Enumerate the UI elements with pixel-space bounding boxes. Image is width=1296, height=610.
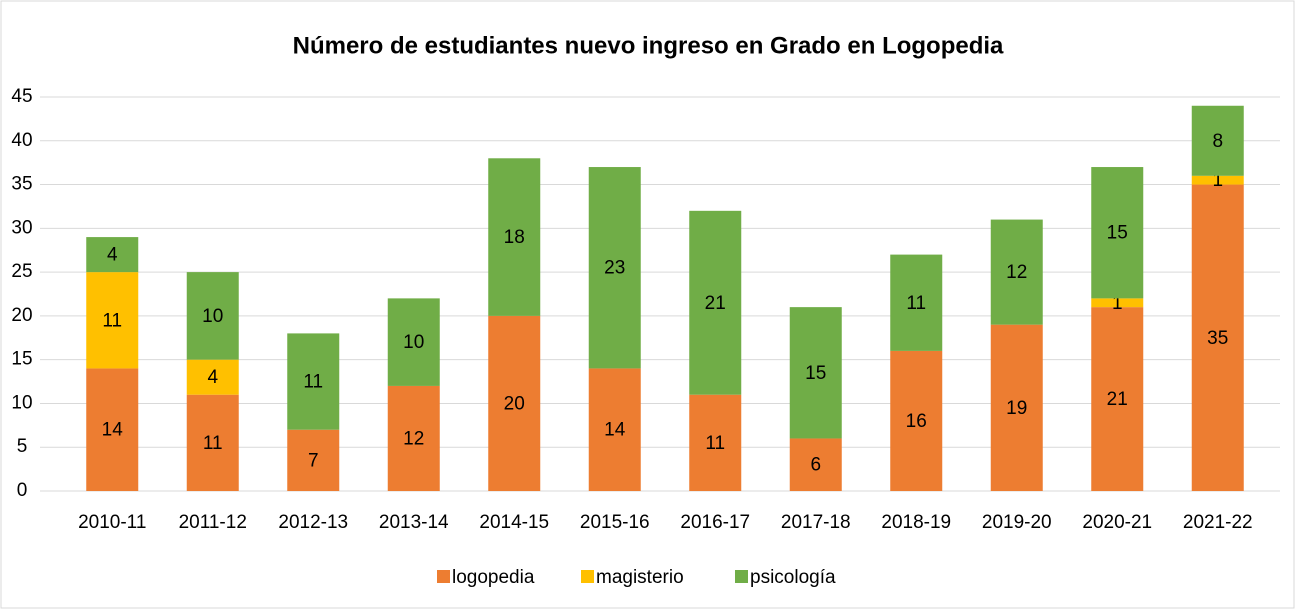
x-tick-label: 2017-18 — [781, 512, 851, 533]
bar-segment — [689, 210, 742, 395]
y-tick-label: 0 — [17, 480, 28, 501]
x-tick-label: 2012-13 — [278, 512, 348, 533]
data-label: 15 — [805, 363, 826, 384]
data-label: 10 — [202, 306, 223, 327]
legend-label: magisterio — [596, 567, 684, 588]
data-label: 4 — [107, 245, 118, 266]
x-tick-label: 2015-16 — [580, 512, 650, 533]
bar-segment — [488, 158, 541, 316]
data-label: 11 — [705, 433, 725, 454]
data-label: 4 — [207, 367, 218, 388]
y-tick-label: 40 — [11, 130, 32, 151]
y-tick-label: 10 — [11, 392, 32, 413]
bar-segment — [287, 429, 340, 491]
legend-swatch — [437, 570, 450, 583]
bar-segment — [990, 219, 1043, 325]
legend-label: psicología — [750, 567, 836, 588]
bar-segment — [789, 438, 842, 491]
data-label: 16 — [906, 411, 927, 432]
bar-segment — [186, 359, 239, 395]
bar-segment — [1191, 175, 1244, 185]
data-label: 18 — [504, 227, 525, 248]
data-label: 14 — [102, 420, 124, 441]
data-label: 11 — [906, 293, 926, 314]
data-label: 10 — [403, 332, 424, 353]
x-tick-label: 2016-17 — [680, 512, 750, 533]
bar-segment — [990, 324, 1043, 491]
x-tick-label: 2021-22 — [1183, 512, 1253, 533]
y-tick-label: 35 — [11, 174, 32, 195]
data-label: 21 — [705, 293, 726, 314]
legend-label: logopedia — [452, 567, 535, 588]
y-tick-label: 15 — [11, 349, 32, 370]
x-tick-label: 2013-14 — [379, 512, 449, 533]
y-tick-label: 45 — [11, 86, 32, 107]
bar-segment — [287, 333, 340, 430]
data-label: 11 — [303, 372, 323, 393]
data-label: 1 — [1112, 293, 1123, 314]
bar-segment — [86, 272, 139, 369]
data-label: 1 — [1212, 170, 1223, 191]
data-label: 12 — [1006, 262, 1027, 283]
bar-segment — [1091, 167, 1144, 299]
data-label: 11 — [102, 310, 122, 331]
bar-segment — [1191, 105, 1244, 176]
legend-swatch — [581, 570, 594, 583]
x-tick-label: 2014-15 — [479, 512, 549, 533]
data-label: 11 — [203, 433, 223, 454]
x-tick-label: 2019-20 — [982, 512, 1052, 533]
bar-segment — [86, 368, 139, 491]
bar-segment — [890, 350, 943, 491]
legend-swatch — [735, 570, 748, 583]
bar-segment — [186, 394, 239, 491]
bar-segment — [186, 272, 239, 360]
bar-segment — [1091, 298, 1144, 308]
chart-title: Número de estudiantes nuevo ingreso en G… — [293, 32, 1004, 59]
x-tick-label: 2020-21 — [1082, 512, 1152, 533]
x-tick-label: 2010-11 — [78, 512, 146, 533]
bar-segment — [488, 315, 541, 491]
bar-segment — [387, 298, 440, 386]
y-tick-label: 25 — [11, 261, 32, 282]
bar-segment — [588, 368, 641, 491]
bar-segment — [1191, 184, 1244, 492]
data-label: 20 — [504, 393, 525, 414]
data-label: 35 — [1207, 328, 1228, 349]
x-tick-label: 2018-19 — [881, 512, 951, 533]
data-label: 12 — [403, 428, 424, 449]
data-label: 6 — [810, 455, 821, 476]
bar-segment — [689, 394, 742, 491]
data-label: 19 — [1006, 398, 1027, 419]
bar-segment — [1091, 307, 1144, 491]
data-label: 21 — [1107, 389, 1128, 410]
bar-segment — [86, 237, 139, 273]
bar-segment — [387, 385, 440, 491]
bar-segment — [789, 307, 842, 439]
data-label: 23 — [604, 258, 625, 279]
x-tick-label: 2011-12 — [179, 512, 247, 533]
y-tick-label: 20 — [11, 305, 32, 326]
y-tick-label: 30 — [11, 217, 32, 238]
data-label: 15 — [1107, 223, 1128, 244]
bar-segment — [890, 254, 943, 351]
data-label: 7 — [308, 450, 319, 471]
bar-segment — [588, 167, 641, 369]
data-label: 14 — [604, 420, 626, 441]
data-label: 8 — [1212, 131, 1223, 152]
y-tick-label: 5 — [17, 436, 28, 457]
